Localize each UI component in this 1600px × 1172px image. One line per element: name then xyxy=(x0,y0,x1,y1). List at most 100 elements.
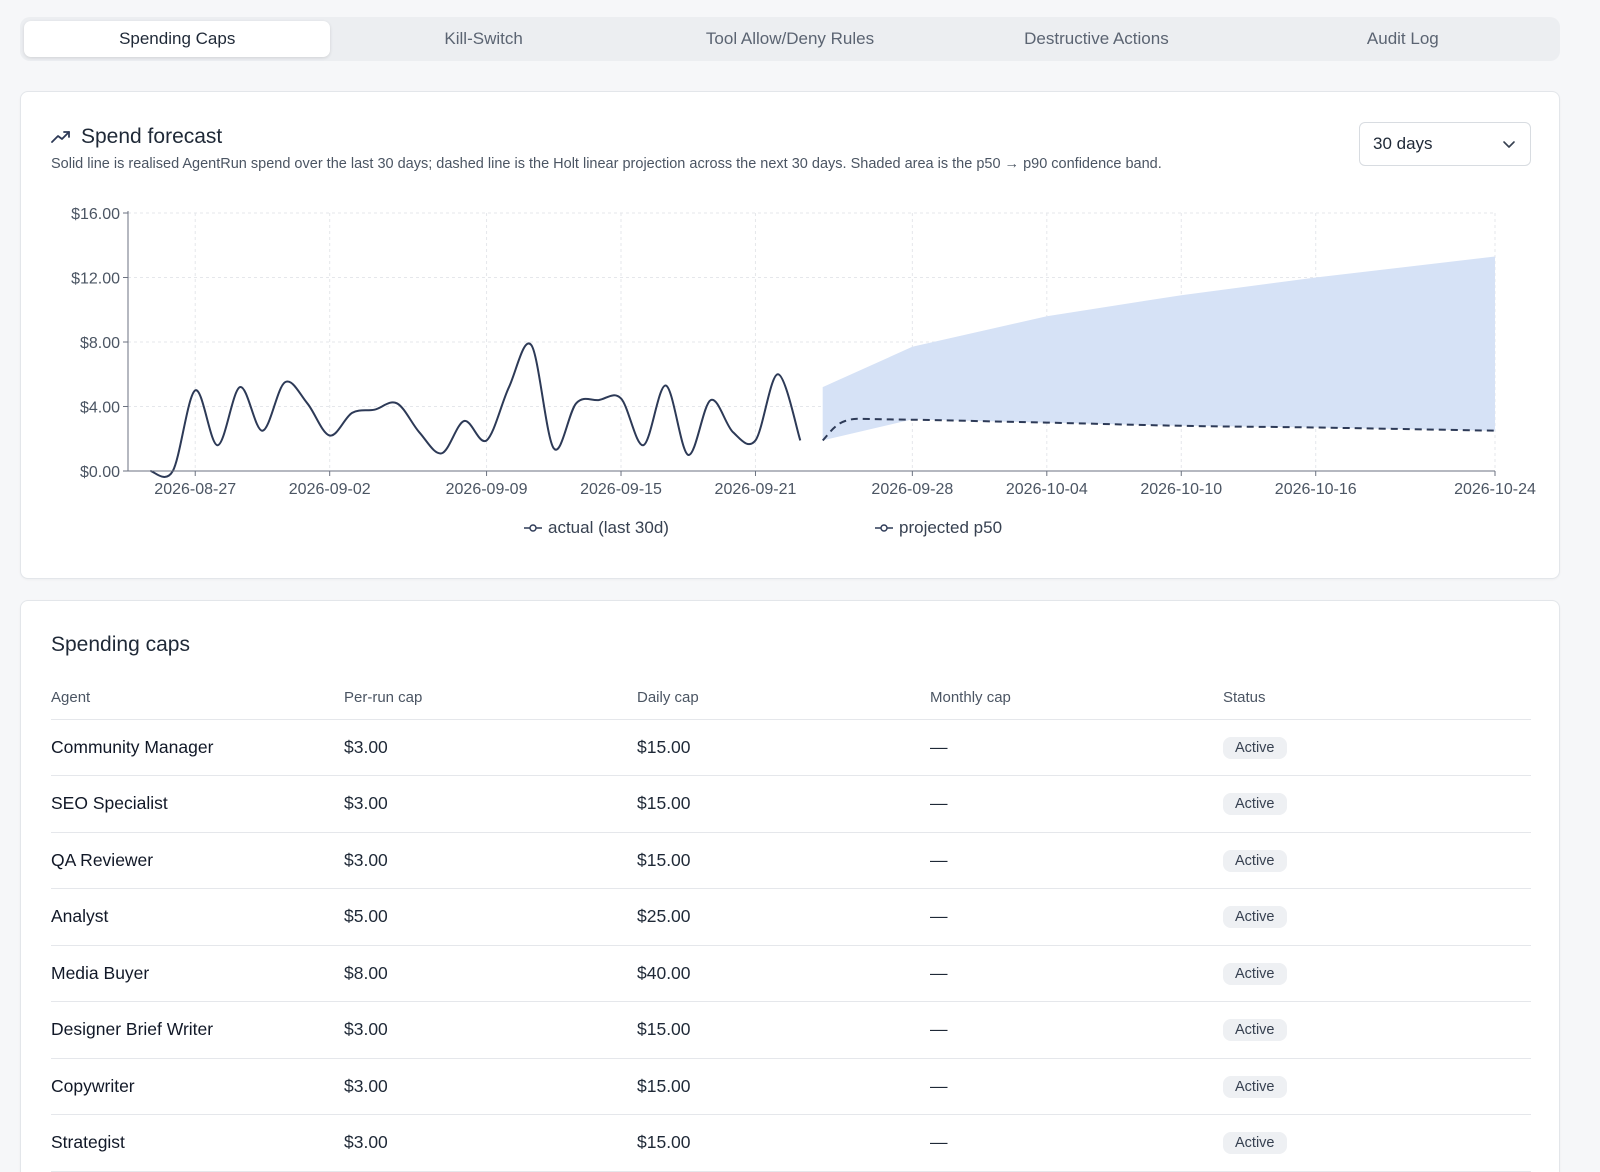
monthly-cap: — xyxy=(930,775,1223,833)
per-run-cap: $3.00 xyxy=(344,719,637,776)
table-row[interactable]: SEO Specialist $3.00 $15.00— Active xyxy=(51,775,1531,833)
x-tick-label: 2026-09-28 xyxy=(871,481,953,498)
table-row[interactable]: QA Reviewer $3.00 $15.00— Active xyxy=(51,832,1531,889)
x-tick-label: 2026-09-21 xyxy=(715,481,797,498)
legend-item-projected[interactable]: projected p50 xyxy=(875,518,1002,538)
monthly-cap: — xyxy=(930,719,1223,776)
daily-cap: $15.00 xyxy=(637,1114,930,1172)
status-cell: Active xyxy=(1223,945,1531,1002)
agent-name: Copywriter xyxy=(51,1058,344,1115)
per-run-cap: $3.00 xyxy=(344,1114,637,1172)
x-tick-label: 2026-10-24 xyxy=(1454,481,1536,498)
agent-name: Community Manager xyxy=(51,719,344,776)
column-header-monthly: Monthly cap xyxy=(930,677,1223,720)
monthly-cap: — xyxy=(930,945,1223,1002)
series-line-projected xyxy=(821,417,1496,442)
tab-kill-switch[interactable]: Kill-Switch xyxy=(444,29,523,48)
table-row[interactable]: Analyst $5.00 $25.00— Active xyxy=(51,888,1531,946)
x-tick-label: 2026-09-15 xyxy=(580,481,662,498)
status-cell: Active xyxy=(1223,1114,1531,1172)
series-line-actual xyxy=(150,342,802,478)
forecast-description: Solid line is realised AgentRun spend ov… xyxy=(51,156,1162,172)
daily-cap: $40.00 xyxy=(637,945,930,1002)
agent-name: QA Reviewer xyxy=(51,832,344,889)
monthly-cap: — xyxy=(930,1058,1223,1115)
tab-spending-caps[interactable]: Spending Caps xyxy=(24,21,331,57)
y-tick-label: $4.00 xyxy=(80,400,120,417)
table-row[interactable]: Strategist $3.00 $15.00— Active xyxy=(51,1114,1531,1172)
daily-cap: $15.00 xyxy=(637,719,930,776)
column-header-status: Status xyxy=(1223,677,1531,720)
legend-item-actual[interactable]: actual (last 30d) xyxy=(524,518,669,538)
y-tick-label: $12.00 xyxy=(71,271,120,288)
x-tick-label: 2026-10-16 xyxy=(1275,481,1357,498)
spend-forecast-chart: $0.00 $4.00 $8.00 $12.00 $16.00 2026-08-27 202… xyxy=(71,206,1536,498)
column-header-per-run: Per-run cap xyxy=(344,677,637,720)
spend-forecast-card: Spend forecast Solid line is realised Ag… xyxy=(20,91,1560,579)
monthly-cap: — xyxy=(930,888,1223,946)
caps-title: Spending caps xyxy=(51,633,190,656)
caps-table: Agent Per-run cap Daily cap Monthly cap … xyxy=(51,677,1531,1172)
status-cell: Active xyxy=(1223,775,1531,833)
monthly-cap: — xyxy=(930,832,1223,889)
daily-cap: $25.00 xyxy=(637,888,930,946)
status-badge: Active xyxy=(1223,1075,1287,1098)
daily-cap: $15.00 xyxy=(637,775,930,833)
status-badge: Active xyxy=(1223,962,1287,985)
daily-cap: $15.00 xyxy=(637,832,930,889)
monthly-cap: — xyxy=(930,1001,1223,1059)
status-cell: Active xyxy=(1223,888,1531,946)
daily-cap: $15.00 xyxy=(637,1058,930,1115)
table-row[interactable]: Community Manager $3.00 $15.00— Active xyxy=(51,719,1531,776)
table-row[interactable]: Copywriter $3.00 $15.00— Active xyxy=(51,1058,1531,1115)
status-cell: Active xyxy=(1223,1058,1531,1115)
x-tick-label: 2026-08-27 xyxy=(154,481,236,498)
status-badge: Active xyxy=(1223,1019,1287,1042)
y-tick-label: $0.00 xyxy=(80,464,120,481)
table-row[interactable]: Media Buyer $8.00 $40.00— Active xyxy=(51,945,1531,1002)
per-run-cap: $3.00 xyxy=(344,1058,637,1115)
per-run-cap: $3.00 xyxy=(344,1001,637,1059)
y-tick-label: $8.00 xyxy=(80,335,120,352)
status-badge: Active xyxy=(1223,1132,1287,1155)
x-tick-label: 2026-09-02 xyxy=(289,481,371,498)
table-row[interactable]: Designer Brief Writer $3.00 $15.00— Active xyxy=(51,1001,1531,1059)
x-tick-label: 2026-09-09 xyxy=(446,481,528,498)
range-select-value: 30 days xyxy=(1373,134,1433,153)
tab-audit-log[interactable]: Audit Log xyxy=(1366,29,1439,48)
per-run-cap: $3.00 xyxy=(344,775,637,833)
monthly-cap: — xyxy=(930,1114,1223,1172)
forecast-title: Spend forecast xyxy=(81,125,223,148)
column-header-agent: Agent xyxy=(51,677,344,720)
agent-name: Designer Brief Writer xyxy=(51,1001,344,1059)
status-badge: Active xyxy=(1223,906,1287,929)
agent-name: Analyst xyxy=(51,888,344,946)
per-run-cap: $3.00 xyxy=(344,832,637,889)
status-cell: Active xyxy=(1223,719,1531,776)
range-select[interactable]: 30 days xyxy=(1359,122,1531,166)
agent-name: Media Buyer xyxy=(51,945,344,1002)
forecast-header: Spend forecast xyxy=(51,125,222,149)
chevron-down-icon xyxy=(1503,140,1515,148)
status-badge: Active xyxy=(1223,736,1287,759)
tab-bar: Spending Caps Kill-Switch Tool Allow/Den… xyxy=(20,17,1560,61)
status-badge: Active xyxy=(1223,793,1287,816)
x-tick-label: 2026-10-10 xyxy=(1140,481,1222,498)
table-header-row: Agent Per-run cap Daily cap Monthly cap … xyxy=(51,677,1531,720)
status-cell: Active xyxy=(1223,832,1531,889)
y-tick-label: $16.00 xyxy=(71,206,120,223)
tab-destructive-actions[interactable]: Destructive Actions xyxy=(1024,29,1169,48)
confidence-band xyxy=(822,256,1495,441)
daily-cap: $15.00 xyxy=(637,1001,930,1059)
per-run-cap: $5.00 xyxy=(344,888,637,946)
legend-label-actual: actual (last 30d) xyxy=(548,518,669,537)
agent-name: Strategist xyxy=(51,1114,344,1172)
status-cell: Active xyxy=(1223,1001,1531,1059)
spending-caps-card: Spending caps Agent Per-run cap Daily ca… xyxy=(20,600,1560,1172)
status-badge: Active xyxy=(1223,849,1287,872)
legend-line-icon xyxy=(524,524,542,532)
agent-name: SEO Specialist xyxy=(51,775,344,833)
tab-tool-rules[interactable]: Tool Allow/Deny Rules xyxy=(705,29,875,48)
per-run-cap: $8.00 xyxy=(344,945,637,1002)
x-tick-label: 2026-10-04 xyxy=(1006,481,1088,498)
